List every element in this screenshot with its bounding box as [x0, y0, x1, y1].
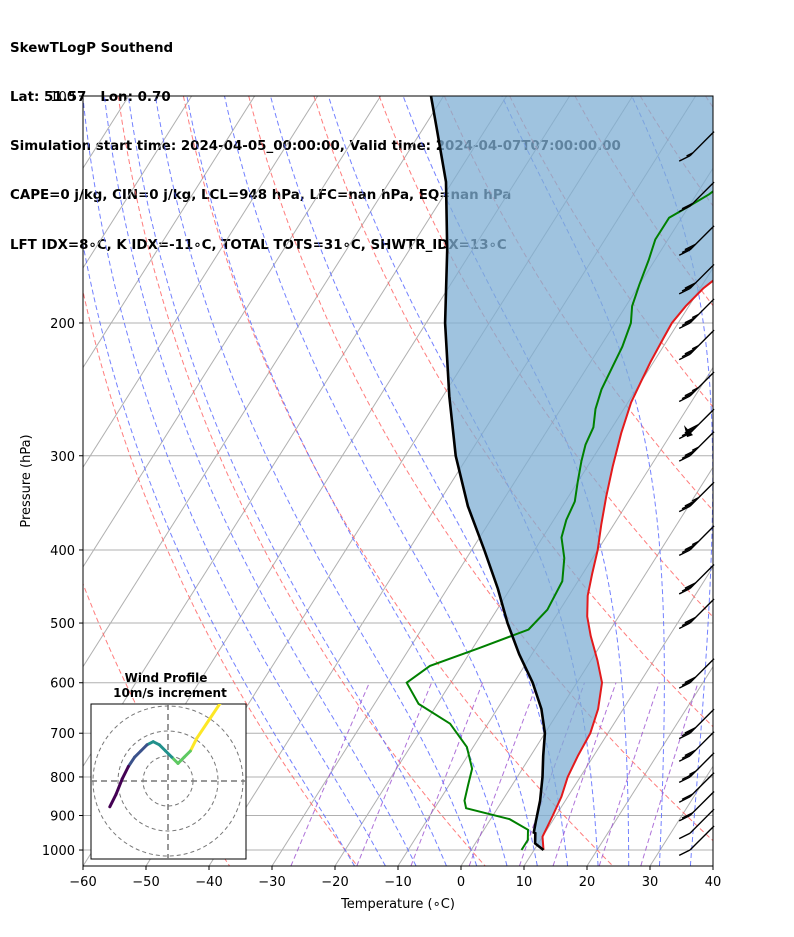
moist-adiabat: [154, 96, 478, 866]
dewpoint-line: [405, 190, 713, 851]
wind-barb: [678, 598, 715, 630]
y-tick-label: 900: [50, 810, 75, 825]
x-tick-label: 30: [642, 875, 659, 890]
wind-barb: [678, 371, 715, 403]
isotherm: [83, 96, 445, 668]
y-ticks: 100 200 300 400 500 600 700 800 900 1000: [42, 90, 83, 859]
isotherm: [460, 466, 713, 866]
wind-barb: [678, 825, 715, 857]
y-tick-label: 100: [50, 90, 75, 105]
x-tick-label: −60: [69, 875, 96, 890]
wind-barb: [678, 525, 715, 556]
x-tick-label: −30: [258, 875, 285, 890]
y-tick-label: 500: [50, 617, 75, 632]
wind-barb: [678, 131, 715, 162]
wind-barb: [678, 298, 715, 330]
x-tick-label: −50: [132, 875, 159, 890]
moist-adiabat: [721, 96, 779, 866]
temperature-line: [541, 279, 713, 851]
isotherm: [397, 366, 713, 866]
wind-barbs-layer: [678, 131, 715, 857]
hodograph-segment: [120, 765, 130, 781]
y-tick-label: 700: [50, 727, 75, 742]
wind-profile-inset: Wind Profile 10m/s increment: [90, 671, 247, 860]
wind-barb: [678, 708, 715, 740]
x-tick-label: 40: [705, 875, 722, 890]
location-line: Lat: 51.57 Lon: 0.70: [10, 90, 171, 106]
wind-barb: [678, 564, 715, 595]
wind-barb: [678, 772, 715, 803]
hodograph-segment: [195, 718, 211, 741]
y-tick-label: 400: [50, 544, 75, 559]
y-tick-label: 1000: [42, 844, 75, 859]
y-tick-label: 600: [50, 677, 75, 692]
y-tick-label: 300: [50, 450, 75, 465]
wind-barb: [678, 263, 715, 295]
isotherm: [712, 865, 713, 866]
dry-adiabat: [83, 289, 358, 866]
moist-adiabat: [83, 241, 356, 866]
dry-adiabat: [705, 96, 713, 109]
x-tick-label: 0: [457, 875, 465, 890]
isotherm: [83, 96, 382, 568]
isotherm: [586, 665, 713, 866]
x-tick-label: 10: [516, 875, 533, 890]
wind-barb: [678, 658, 715, 689]
wind-barb: [678, 808, 715, 840]
x-ticks: −60 −50 −40 −30 −20 −10 0 10 20 30 40: [69, 866, 721, 890]
x-tick-label: 20: [579, 875, 596, 890]
y-tick-label: 200: [50, 317, 75, 332]
hodograph-segment: [126, 755, 137, 768]
isotherm: [83, 96, 319, 469]
mixing-ratio-line: [468, 682, 538, 866]
wind-barb: [678, 225, 715, 256]
mixing-ratio-line: [598, 682, 660, 866]
parcel-line: [429, 96, 547, 852]
hodograph-segment: [114, 777, 124, 796]
cape-cin-fill: [431, 96, 713, 850]
x-axis-label: Temperature (∘C): [340, 897, 455, 912]
wind-barb: [678, 790, 715, 822]
hodograph-segment: [207, 704, 222, 722]
moist-adiabat: [83, 96, 386, 866]
dry-adiabat: [443, 96, 713, 512]
mixing-ratio-line: [356, 682, 433, 866]
chart-title: SkewTLogP Southend: [10, 40, 174, 56]
cape-fill-layer: [431, 96, 713, 850]
dry-adiabat: [771, 96, 794, 866]
mixing-ratio-line: [290, 682, 370, 866]
wind-barb: [678, 481, 715, 513]
hodograph-ring: [117, 730, 219, 832]
mixing-ratio-line: [640, 682, 699, 866]
wind-barb: [678, 181, 715, 213]
isotherm: [523, 566, 713, 866]
profile-lines-layer: [405, 96, 713, 852]
wind-barb: [678, 731, 715, 762]
hodograph-layer: [91, 704, 246, 859]
dry-adiabat: [313, 96, 713, 728]
y-axis-label: Pressure (hPa): [19, 434, 34, 527]
dry-adiabat: [248, 96, 713, 842]
moist-adiabat: [631, 96, 713, 866]
y-tick-label: 800: [50, 771, 75, 786]
wind-barb: [678, 752, 715, 783]
hodograph-segment: [108, 792, 118, 809]
wind-barb: [678, 431, 715, 462]
wind-barb: [678, 408, 715, 440]
mixing-ratio-line: [552, 682, 617, 866]
inset-title: Wind Profile: [125, 671, 208, 685]
isotherm: [83, 96, 256, 369]
wind-barb: [678, 329, 715, 361]
inset-subtitle: 10m/s increment: [113, 686, 227, 700]
x-tick-label: −40: [195, 875, 222, 890]
x-tick-label: −10: [384, 875, 411, 890]
moist-adiabat: [127, 96, 447, 866]
hodograph-segment: [188, 737, 199, 753]
moist-adiabat: [224, 96, 538, 866]
mixing-ratio-line: [410, 682, 484, 866]
moist-adiabat: [103, 96, 417, 866]
x-tick-label: −20: [321, 875, 348, 890]
isotherm: [83, 96, 193, 269]
